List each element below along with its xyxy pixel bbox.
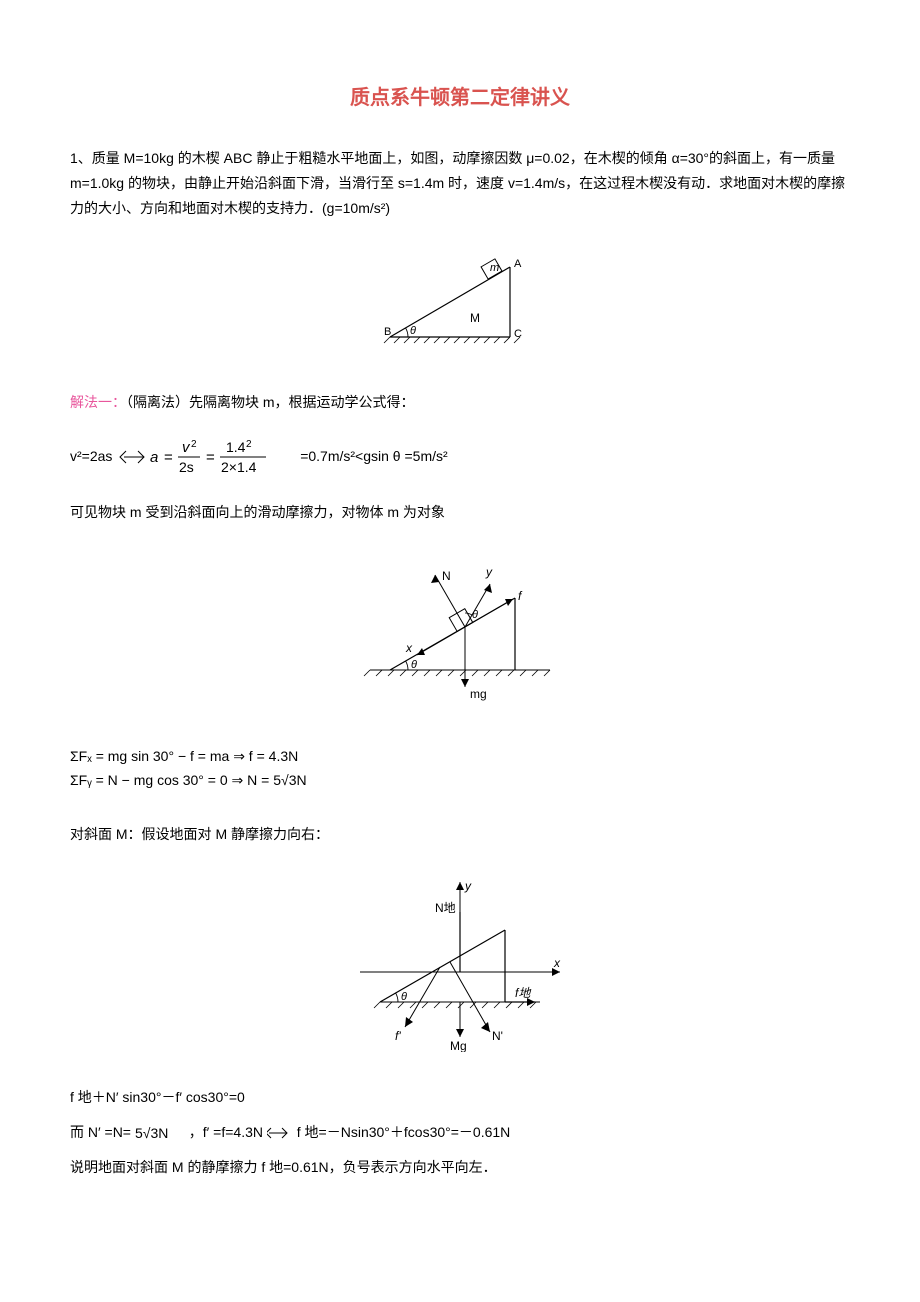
method-1-label: 解法一： [70,394,126,410]
paragraph-3: 对斜面 M：假设地面对 M 静摩擦力向右： [70,822,850,847]
fig3-fground: f地 [515,986,532,1000]
fig2-theta2: θ [411,659,417,671]
eq1-a: a [150,449,158,466]
figure-1-wedge: m A B M C θ [70,247,850,365]
fig2-mg: mg [470,687,487,701]
fig1-label-B: B [384,326,391,338]
fig2-y: y [485,565,493,579]
fig1-label-theta: θ [410,325,416,337]
eq4-mid: 5√3N [135,1125,168,1141]
fig3-y: y [464,879,472,893]
eq1-den: 2×1.4 [221,459,257,475]
fig1-label-C: C [514,328,522,340]
fig2-x: x [405,641,413,655]
fig3-x: x [553,956,561,970]
eq1-prefix: v²=2as [70,448,112,464]
equation-1: v²=2as a = v 2 2s = 1.4 2 2×1.4 =0.7m/s²… [70,435,850,480]
svg-text:=: = [206,449,215,466]
eq1-num: 1.4 [226,439,246,455]
svg-text:2: 2 [191,439,197,450]
method-1-heading: 解法一：（隔离法）先隔离物块 m，根据运动学公式得： [70,390,850,415]
fig3-theta: θ [401,991,407,1003]
fig1-label-m: m [490,262,499,274]
eq4-post2: f 地=－Nsin30°＋fcos30°=－0.61N [297,1124,511,1140]
equation-3: f 地＋N′ sin30°－f′ cos30°=0 [70,1085,850,1110]
svg-text:=: = [164,449,173,466]
eq1-v: v [182,439,191,456]
paragraph-4: 说明地面对斜面 M 的静摩擦力 f 地=0.61N，负号表示方向水平向左． [70,1155,850,1180]
equation-2: ΣFₓ = mg sin 30° − f = ma ⇒ f = 4.3N ΣFᵧ… [70,743,850,801]
figure-3-freebody-wedge: y N地 x θ f地 f' Mg N' [70,872,850,1060]
fig1-label-A: A [514,258,522,270]
fig2-theta1: θ [472,609,478,621]
fig3-Np: N' [492,1029,503,1043]
equation-4: 而 N′ =N= 5√3N ，f′ =f=4.3N f 地=－Nsin30°＋f… [70,1120,850,1145]
problem-statement: 1、质量 M=10kg 的木楔 ABC 静止于粗糙水平地面上，如图，动摩擦因数 … [70,146,850,222]
svg-text:2: 2 [246,439,252,450]
eq2b: ΣFᵧ = N − mg cos 30° = 0 ⇒ N = 5√3N [70,772,307,788]
eq4-pre: 而 N′ =N= [70,1124,131,1140]
fig2-N: N [442,569,451,583]
eq4-post1: ，f′ =f=4.3N [189,1124,263,1140]
fig2-f: f [518,589,523,603]
eq1-2s: 2s [179,459,194,475]
eq1-suffix: =0.7m/s²<gsin θ =5m/s² [300,448,447,464]
fig3-fp: f' [395,1029,401,1043]
fig3-Mg: Mg [450,1039,467,1052]
fig1-label-M: M [470,311,480,325]
figure-2-freebody-block: y N f x θ θ mg [70,550,850,718]
document-title: 质点系牛顿第二定律讲义 [70,80,850,116]
paragraph-2: 可见物块 m 受到沿斜面向上的滑动摩擦力，对物体 m 为对象 [70,500,850,525]
fig3-N: N地 [435,901,456,915]
eq2a: ΣFₓ = mg sin 30° − f = ma ⇒ f = 4.3N [70,748,298,764]
method-1-text: （隔离法）先隔离物块 m，根据运动学公式得： [126,394,415,410]
